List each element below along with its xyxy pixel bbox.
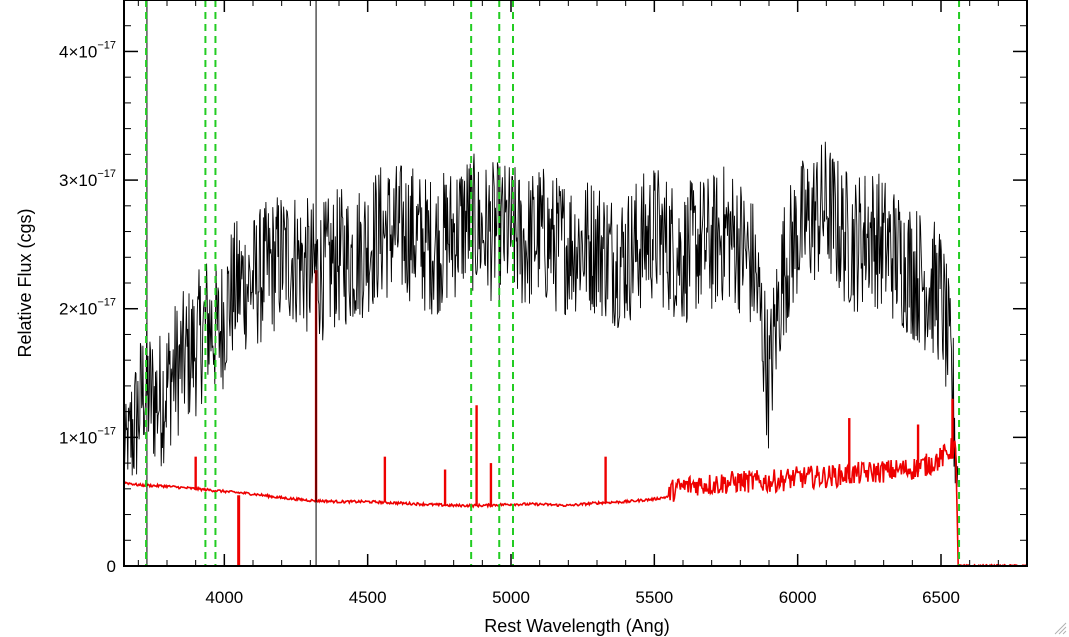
plot-layer bbox=[123, 0, 1028, 568]
x-tick-label-2: 5000 bbox=[492, 588, 530, 607]
x-tick-label-1: 4500 bbox=[349, 588, 387, 607]
y-tick-label-4: 4×10−17 bbox=[59, 39, 116, 61]
axes-layer: 4000 4500 5000 5500 6000 6500 0 1×10−17 2×10−17 3… bbox=[59, 0, 1028, 607]
series-black-spectrum bbox=[123, 141, 959, 488]
y-axis-title: Relative Flux (cgs) bbox=[15, 208, 35, 357]
x-axis-title: Rest Wavelength (Ang) bbox=[484, 616, 669, 636]
y-tick-label-0: 0 bbox=[107, 557, 116, 576]
y-tick-label-1: 1×10−17 bbox=[59, 425, 116, 447]
resize-grip-icon[interactable] bbox=[1053, 621, 1067, 635]
x-tick-label-0: 4000 bbox=[205, 588, 243, 607]
x-tick-label-4: 6000 bbox=[779, 588, 817, 607]
x-tick-label-5: 6500 bbox=[922, 588, 960, 607]
y-tick-label-2: 2×10−17 bbox=[59, 297, 116, 319]
y-tick-label-3: 3×10−17 bbox=[59, 168, 116, 190]
x-tick-label-3: 5500 bbox=[635, 588, 673, 607]
series-red-error bbox=[123, 438, 1028, 568]
